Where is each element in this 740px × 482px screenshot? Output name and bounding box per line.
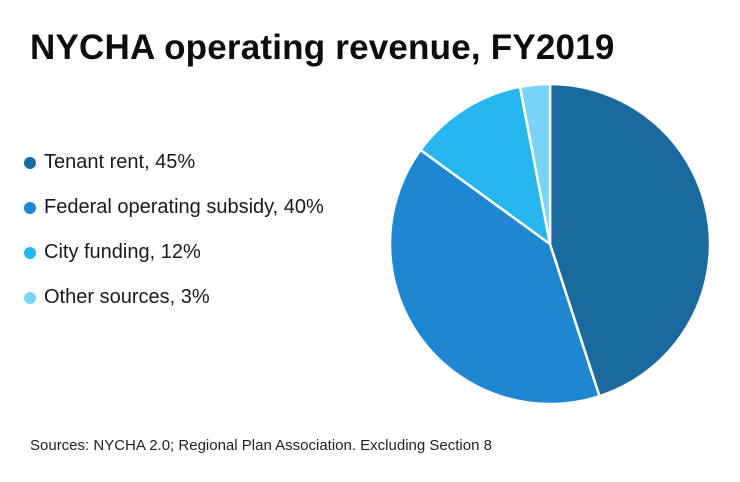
pie-slice-city-funding (419, 85, 552, 246)
legend-swatch-tenant-rent (24, 156, 36, 169)
pie-slice-other-sources (518, 82, 552, 246)
legend-item-federal-operating-subsidy: Federal operating subsidy, 40% (24, 185, 324, 230)
legend-label-federal-operating-subsidy: Federal operating subsidy, 40% (44, 196, 324, 218)
legend-item-tenant-rent: Tenant rent, 45% (24, 140, 324, 185)
legend-swatch-other-sources (24, 291, 36, 304)
legend-label-city-funding: City funding, 12% (44, 241, 201, 263)
pie-slice-tenant-rent (548, 82, 712, 398)
legend: Tenant rent, 45% Federal operating subsi… (24, 140, 324, 320)
legend-label-other-sources: Other sources, 3% (44, 286, 210, 308)
legend-item-city-funding: City funding, 12% (24, 230, 324, 275)
legend-label-tenant-rent: Tenant rent, 45% (44, 151, 196, 173)
legend-swatch-federal-operating-subsidy (24, 201, 36, 214)
source-note: Sources: NYCHA 2.0; Regional Plan Associ… (30, 437, 492, 454)
pie-slice-federal-operating-subsidy (388, 148, 601, 406)
pie-chart (388, 82, 712, 406)
legend-swatch-city-funding (24, 246, 36, 259)
legend-item-other-sources: Other sources, 3% (24, 275, 324, 320)
chart-title: NYCHA operating revenue, FY2019 (30, 28, 615, 67)
